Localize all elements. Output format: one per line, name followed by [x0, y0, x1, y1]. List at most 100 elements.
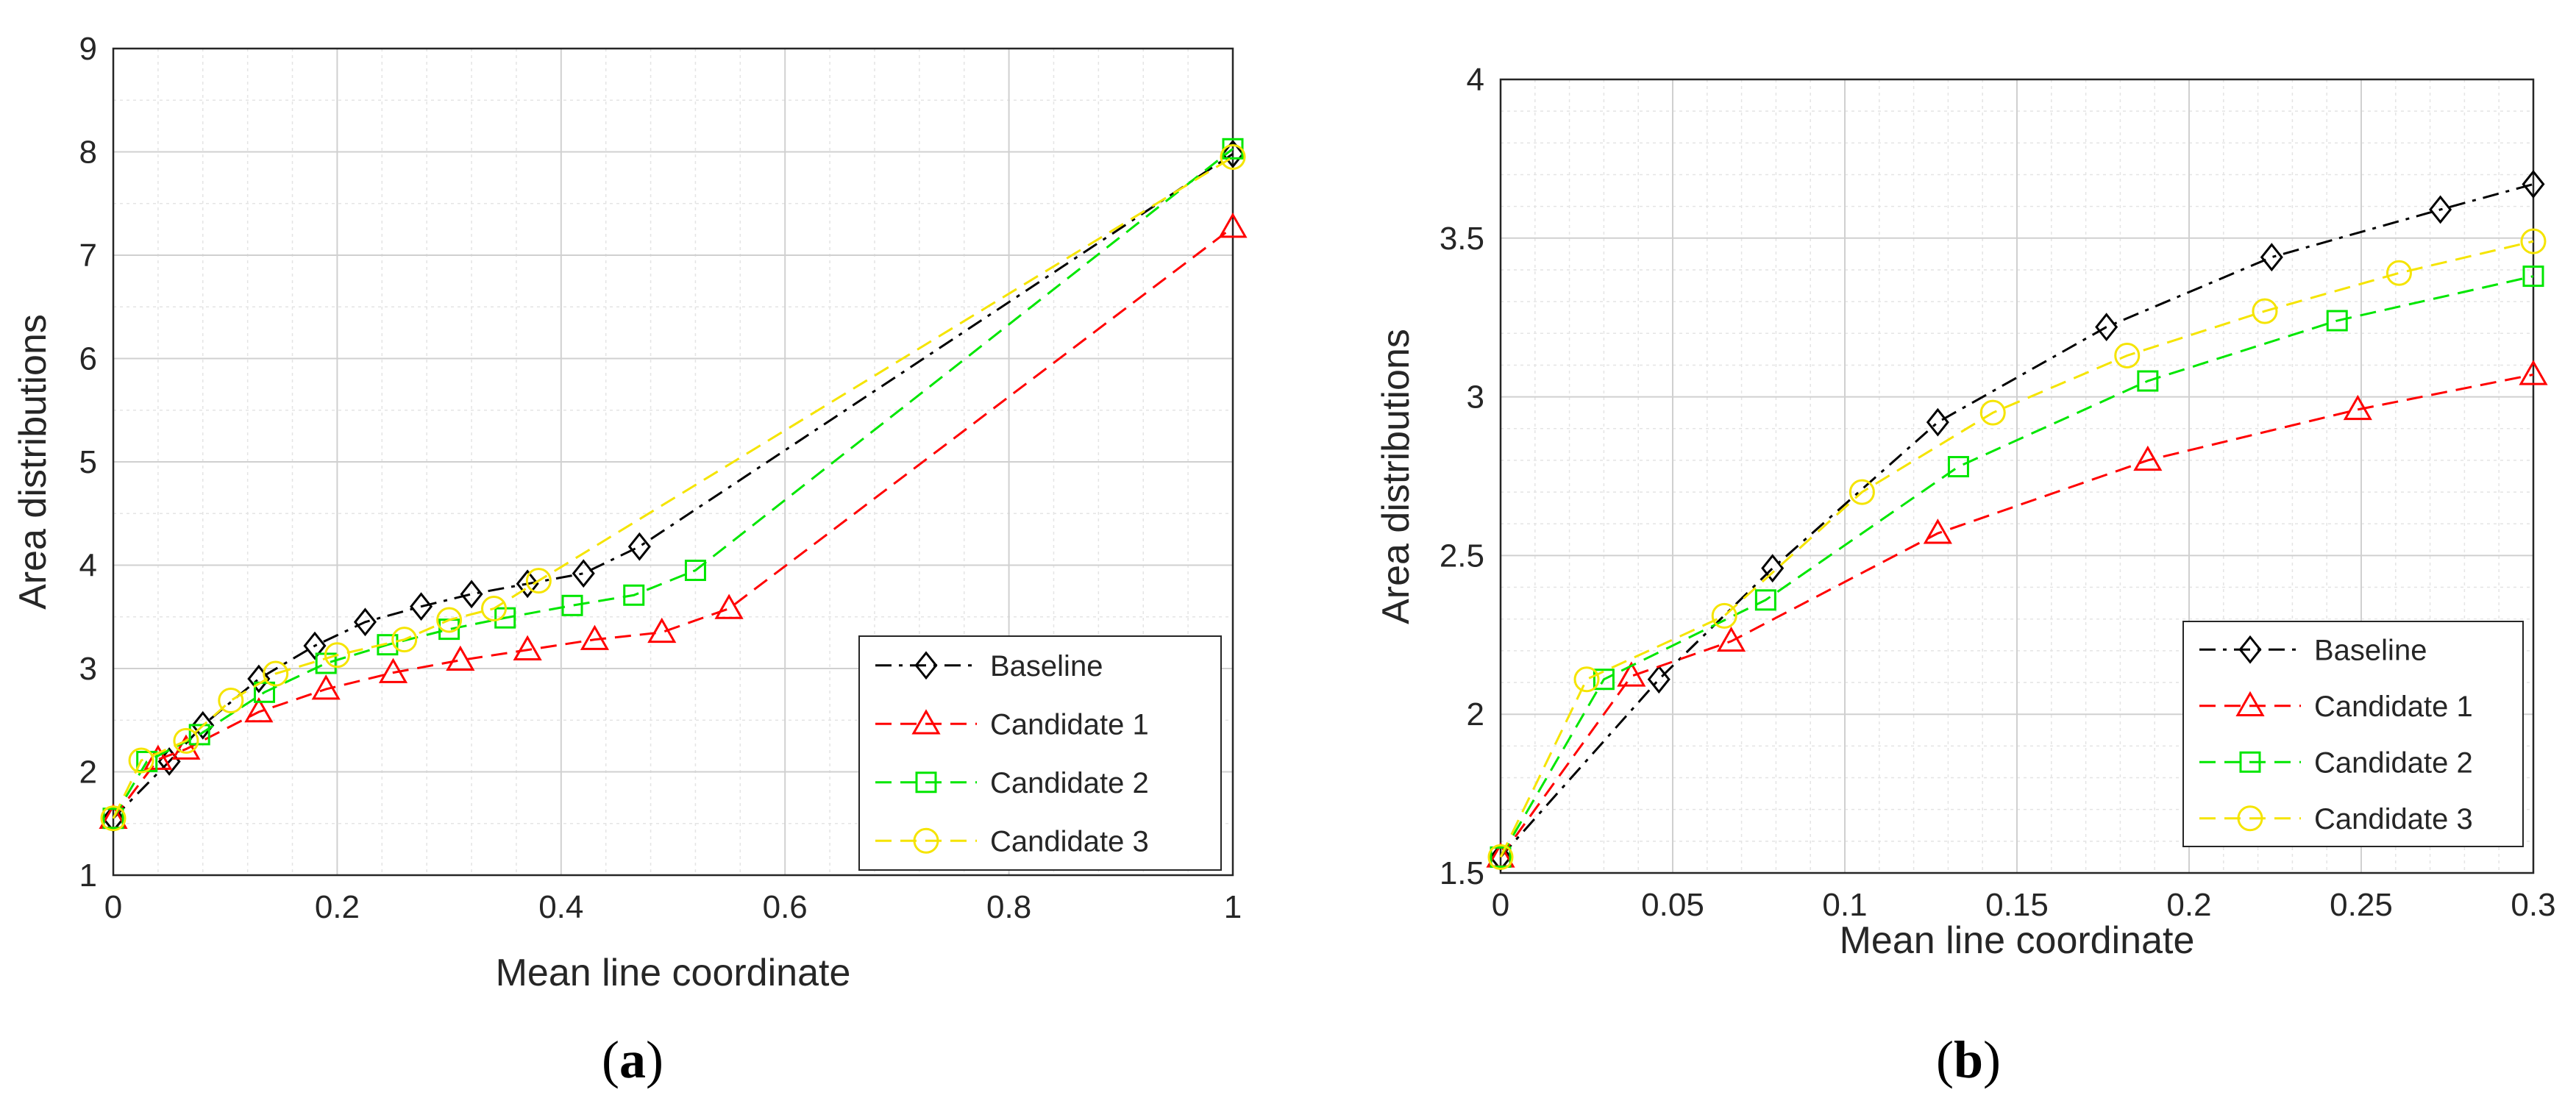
legend-marker — [911, 709, 941, 735]
y-tick-label: 6 — [79, 341, 97, 377]
y-tick-label: 4 — [79, 548, 97, 584]
x-axis-label: Mean line coordinate — [496, 952, 851, 994]
data-point — [2260, 243, 2283, 272]
legend-marker — [915, 771, 937, 794]
x-tick-label: 0.05 — [1641, 887, 1704, 923]
legend-marker — [2235, 691, 2265, 716]
legend-label: Baseline — [990, 650, 1103, 682]
data-point — [2385, 260, 2412, 286]
y-axis-label: Area distributions — [12, 314, 54, 610]
legend-marker — [2239, 751, 2261, 773]
data-point — [1849, 479, 1875, 505]
series-line — [1499, 240, 2534, 858]
y-tick-label: 3 — [79, 651, 97, 687]
x-tick-label: 0.1 — [1822, 887, 1867, 923]
data-point — [263, 660, 289, 687]
x-axis-label: Mean line coordinate — [1840, 919, 2195, 962]
data-point — [391, 627, 418, 653]
data-point — [1947, 456, 1969, 478]
y-tick-label: 2 — [1467, 696, 1484, 732]
series-baseline — [102, 139, 1245, 833]
data-point — [191, 710, 215, 740]
data-point — [188, 724, 210, 746]
axes-box — [112, 47, 1234, 877]
x-tick-label: 0.6 — [763, 889, 808, 925]
series-line — [112, 153, 1234, 819]
data-point — [525, 568, 552, 594]
data-point — [2429, 195, 2452, 224]
series-line — [1499, 373, 2534, 858]
data-point — [253, 681, 275, 703]
data-point — [572, 559, 595, 588]
x-tick-label: 0 — [104, 889, 122, 925]
legend-marker — [913, 827, 939, 854]
x-tick-label: 0.25 — [2330, 887, 2393, 923]
x-tick-label: 0 — [1492, 887, 1509, 923]
data-point — [247, 664, 271, 694]
data-point — [561, 594, 583, 616]
data-point — [324, 642, 350, 669]
x-tick-label: 0.4 — [538, 889, 583, 925]
data-point — [623, 584, 645, 606]
x-tick-label: 0.8 — [986, 889, 1031, 925]
data-point — [102, 808, 124, 830]
series-line — [112, 156, 1234, 819]
data-point — [2252, 298, 2278, 324]
series-candidate-1 — [1486, 360, 2548, 868]
data-point — [2114, 342, 2141, 368]
x-tick-label: 1 — [1224, 889, 1242, 925]
data-point — [1617, 661, 1646, 687]
series-candidate-3 — [1487, 228, 2547, 870]
series-line — [112, 226, 1234, 819]
data-point — [1926, 407, 1949, 437]
data-point — [100, 805, 127, 832]
y-axis-label: Area distributions — [1375, 329, 1417, 624]
data-point — [218, 688, 244, 714]
data-point — [410, 592, 433, 621]
data-point — [480, 596, 507, 622]
data-point — [1573, 666, 1600, 693]
data-point — [1593, 669, 1615, 691]
data-point — [311, 674, 341, 700]
y-tick-label: 3 — [1467, 379, 1484, 416]
data-point — [378, 657, 408, 683]
series-candidate-1 — [99, 213, 1248, 829]
legend-marker — [2238, 635, 2262, 664]
x-tick-label: 0.2 — [2166, 887, 2211, 923]
data-point — [1647, 665, 1671, 694]
data-point — [2095, 313, 2118, 342]
legend-label: Baseline — [2314, 634, 2427, 666]
panel-caption: (a) — [602, 1030, 663, 1089]
data-point — [303, 631, 327, 660]
data-point — [244, 696, 274, 723]
chart-panel-a: 0 0.2 0.4 0.6 0.8 1 1 2 3 4 5 6 7 8 9 Mean line coordin… — [12, 31, 1248, 1089]
data-point — [684, 560, 706, 582]
data-point — [446, 645, 475, 671]
y-tick-label: 1.5 — [1440, 855, 1484, 891]
data-point — [513, 635, 542, 660]
y-tick-label: 7 — [79, 238, 97, 274]
chart-panel-b: 0 0.05 0.1 0.15 0.2 0.25 0.3 1.5 2 2.5 3 3.5 4 Mean l… — [1375, 62, 2556, 1089]
legend-label: Candidate 2 — [990, 767, 1149, 799]
data-point — [1487, 844, 1514, 870]
panel-caption: (b) — [1936, 1030, 2001, 1089]
y-tick-label: 3.5 — [1440, 221, 1484, 257]
series-candidate-3 — [100, 144, 1246, 832]
legend: Baseline Candidate 1 Candidate 2 Candidate … — [2182, 621, 2524, 847]
legend-marker — [914, 651, 938, 680]
data-point — [2137, 370, 2159, 392]
x-tick-label: 0.3 — [2511, 887, 2555, 923]
data-point — [1754, 589, 1776, 611]
series-line — [1499, 275, 2534, 858]
data-point — [460, 580, 483, 609]
legend-marker — [2237, 805, 2263, 832]
data-point — [2343, 394, 2372, 421]
y-tick-label: 2 — [79, 755, 97, 791]
data-point — [2522, 265, 2544, 288]
legend-label: Candidate 1 — [2314, 691, 2473, 723]
data-point — [2519, 360, 2548, 385]
data-point — [128, 747, 154, 774]
series-candidate-2 — [1490, 265, 2544, 868]
data-point — [436, 607, 463, 633]
